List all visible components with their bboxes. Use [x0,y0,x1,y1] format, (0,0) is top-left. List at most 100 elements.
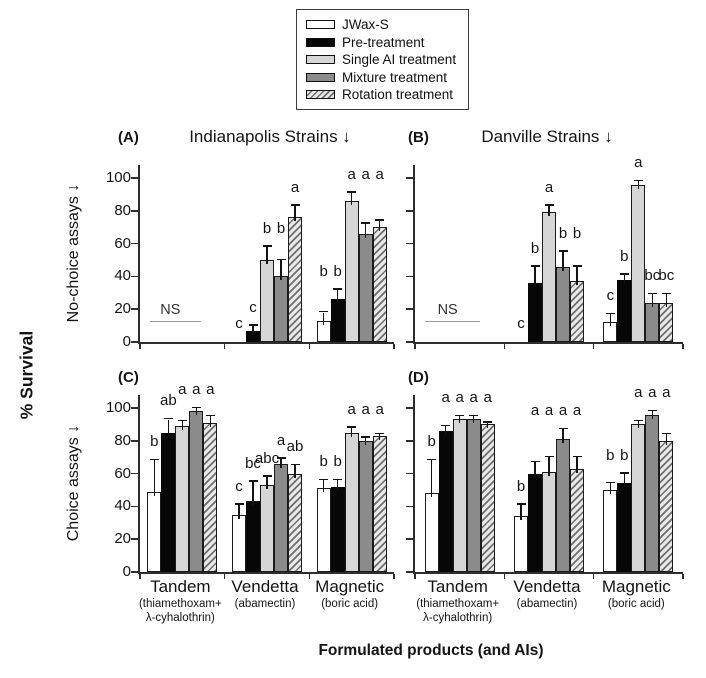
bar-mixture-treatment [466,419,481,572]
bar-single-ai-treatment [452,419,467,572]
sig-letter: b [427,433,436,451]
row-label-no-choice-assays: No-choice assays ↓ [65,183,82,323]
y-tick [131,505,138,508]
sig-letter: a [178,381,187,398]
error-bar [486,422,489,429]
error-bar-cap [572,455,582,458]
category-label: Magnetic [601,577,671,596]
error-bar [651,294,654,307]
sig-letter: a [361,165,370,183]
legend-item: Single AI treatment [306,52,459,67]
error-bar-cap [262,245,272,247]
bar-rotation-treatment [480,424,495,572]
y-tick-label: 100 [105,169,131,186]
error-bar [609,483,612,494]
y-tick-label: 80 [114,201,131,219]
sig-letter: a [375,165,384,183]
error-bar-cap [633,179,643,182]
legend-label: JWax-S [342,17,389,32]
bar-rotation-treatment [570,281,584,342]
bar-single-ai-treatment [344,432,359,572]
error-bar [322,480,325,493]
category-tandem: Tandem (thiamethoxam+ λ-cyhalothrin) [413,577,502,625]
error-bar [576,266,578,286]
error-bar-cap [163,417,173,420]
y-tick [131,571,138,573]
sig-letter: a [276,431,286,449]
error-bar [322,312,325,325]
error-bar-cap [544,204,554,206]
y-tick-label: 20 [114,300,131,318]
error-bar [350,192,353,205]
error-bar [430,460,433,498]
y-tick-label: 100 [105,399,131,416]
bar-jwax-s [424,493,439,572]
error-bar [378,434,381,440]
bar-jwax-s [147,491,162,572]
x-tick [414,574,416,579]
y-tick [406,341,413,343]
error-bar [623,473,626,488]
legend-label: Mixture treatment [342,69,448,85]
bar-jwax-s [232,514,246,572]
bar-mixture-treatment [556,439,570,572]
error-bar-cap [290,463,300,466]
error-bar-cap [530,460,540,463]
error-bar [548,457,550,476]
plot-panel-c: 0 20 40 60 80 100 b ab a a a c bc abc a ab b b a a a [106,382,395,580]
sig-letter: a [290,178,300,196]
sig-letter: b [262,219,272,237]
sig-letter: b [558,224,568,242]
category-sub-label: (thiamethoxam+ [138,598,222,610]
x-tick [503,574,506,579]
error-bar-cap [375,432,385,435]
error-bar [364,223,367,238]
error-bar [181,421,184,431]
error-bar-cap [276,457,286,459]
sig-letter: a [530,402,540,420]
y-axis-title: % Survival [16,330,37,420]
x-tick [393,574,395,579]
panel-tag-a: (A) [118,129,139,146]
bar-mixture-treatment [556,266,570,342]
error-bar-cap [441,424,451,427]
x-tick [139,574,141,579]
sig-letter: bc [658,267,675,285]
error-bar [266,246,268,264]
sig-letter: a [455,389,464,407]
x-axis-title: Formulated products (and AIs) [318,642,544,659]
y-tick-label: 60 [114,234,131,252]
y-tick-label: 80 [114,431,131,449]
error-bar-cap [290,204,300,206]
error-bar [294,465,296,478]
bar-pre-treatment [330,486,345,572]
error-bar-cap [191,406,201,408]
error-bar-cap [605,481,615,484]
y-tick-label: 0 [122,563,131,580]
y-tick [131,341,138,343]
sig-letter: a [469,389,478,407]
sig-letter: b [516,477,526,495]
y-tick [131,308,138,310]
error-bar-cap [647,292,657,295]
error-bar [458,416,461,424]
bar-rotation-treatment [659,302,674,342]
sig-letter: a [558,402,568,420]
sig-letter: a [347,165,356,183]
y-tick [131,275,138,278]
error-bar-cap [647,409,657,412]
error-bar-cap [619,273,629,275]
sig-letter: bc [644,267,661,285]
bar-single-ai-treatment [631,184,646,342]
bar-rotation-treatment [288,473,302,572]
error-bar-cap [276,258,286,260]
error-bar-cap [661,292,671,295]
bar-mixture-treatment [274,463,288,572]
y-tick [131,472,138,475]
error-bar-cap [375,219,385,221]
sig-letter: b [530,239,540,257]
bar-mixture-treatment [358,233,373,342]
sig-letter: a [634,384,643,402]
error-bar [562,429,564,444]
